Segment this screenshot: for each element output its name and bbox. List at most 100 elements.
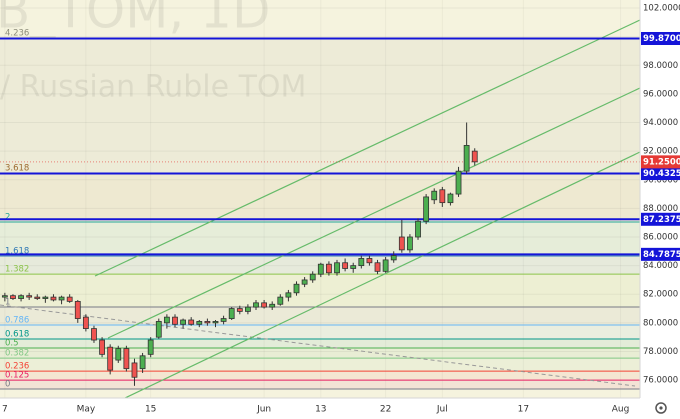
candle-body bbox=[82, 316, 89, 329]
plot-background bbox=[0, 0, 640, 398]
candle-body bbox=[123, 348, 130, 370]
fib-band bbox=[0, 380, 640, 389]
fib-band bbox=[0, 38, 640, 174]
candle-body bbox=[139, 355, 146, 370]
level-label: 87.2375 bbox=[643, 215, 680, 225]
x-tick-label: May bbox=[77, 405, 96, 415]
fib-band bbox=[0, 274, 640, 307]
axes: 76.0000 78.0000 80.0000 82.0000 84.0000 86.00… bbox=[2, 4, 680, 415]
y-tick-label: 88.0000 bbox=[643, 204, 678, 214]
level-label-box bbox=[641, 31, 680, 45]
candle-body bbox=[26, 295, 33, 298]
last-price-box bbox=[641, 155, 680, 169]
y-tick-label: 82.0000 bbox=[643, 290, 678, 300]
candle-body bbox=[269, 303, 276, 308]
candle-body bbox=[317, 263, 324, 275]
candle-body bbox=[407, 236, 413, 251]
last-price-label: 91.2500 bbox=[643, 157, 680, 167]
channel-upper bbox=[94, 19, 641, 277]
y-tick-label: 78.0000 bbox=[643, 347, 678, 357]
y-tick-label: 76.0000 bbox=[643, 376, 678, 386]
candle-body bbox=[107, 346, 114, 371]
settings-button[interactable] bbox=[655, 402, 667, 414]
candle-body bbox=[42, 296, 49, 299]
candle-body bbox=[115, 348, 122, 361]
candle-body bbox=[131, 362, 138, 378]
channel-middle bbox=[107, 87, 641, 339]
x-tick-label: 22 bbox=[380, 405, 391, 415]
level-label-box bbox=[641, 247, 680, 261]
candle-body bbox=[309, 273, 316, 281]
fib-band bbox=[0, 173, 640, 222]
candle-body bbox=[398, 236, 405, 251]
candle-body bbox=[180, 319, 186, 325]
fib-label: 1.382 bbox=[5, 265, 29, 275]
candle-body bbox=[350, 265, 357, 269]
fib-bands bbox=[0, 38, 640, 389]
candle-body bbox=[228, 308, 235, 319]
candle-body bbox=[244, 306, 251, 312]
fib-label: 2 bbox=[5, 212, 10, 222]
fib-label: 0.5 bbox=[5, 339, 19, 349]
fib-label: 3.618 bbox=[5, 164, 29, 174]
candle-body bbox=[147, 339, 154, 355]
watermark-symbol: B_TOM, 1D bbox=[0, 0, 270, 40]
x-tick-label: Jul bbox=[436, 405, 448, 415]
candle-body bbox=[342, 262, 349, 269]
candle-body bbox=[1, 295, 8, 298]
time-axis bbox=[0, 398, 640, 419]
x-tick-label: 17 bbox=[518, 405, 529, 415]
level-label-box bbox=[641, 167, 680, 181]
channel-lower bbox=[124, 151, 641, 399]
fib-label: 0.618 bbox=[5, 330, 29, 340]
candle-body bbox=[277, 296, 284, 305]
candle-body bbox=[50, 296, 57, 301]
candle-body bbox=[261, 302, 268, 308]
price-axis bbox=[640, 0, 680, 419]
candle-body bbox=[301, 279, 308, 285]
candle-body bbox=[91, 328, 97, 341]
fib-band bbox=[0, 358, 640, 372]
gear-center[interactable] bbox=[659, 406, 663, 410]
fib-label: 0.382 bbox=[5, 349, 29, 359]
x-tick-label: 13 bbox=[315, 405, 326, 415]
trend-line bbox=[0, 304, 636, 387]
level-label-box bbox=[641, 212, 680, 226]
candle-body bbox=[212, 321, 219, 324]
fib-label: 0.236 bbox=[5, 362, 29, 372]
candle-body bbox=[155, 321, 162, 338]
y-tick-label: 94.0000 bbox=[643, 118, 678, 128]
candle-body bbox=[220, 318, 227, 322]
level-label: 99.8700 bbox=[643, 34, 680, 44]
candle-body bbox=[74, 300, 81, 319]
candle-body bbox=[253, 302, 259, 308]
y-tick-label: 84.0000 bbox=[643, 261, 678, 271]
candle-body bbox=[382, 259, 389, 272]
candle-body bbox=[293, 283, 300, 294]
candle-body bbox=[34, 296, 41, 299]
x-tick-label: Jun bbox=[256, 405, 271, 415]
candle-body bbox=[439, 189, 446, 204]
candle-body bbox=[58, 296, 65, 301]
fib-label: 4.236 bbox=[5, 29, 29, 39]
candle-body bbox=[415, 220, 421, 238]
candle-body bbox=[188, 319, 195, 325]
fib-band bbox=[0, 306, 640, 326]
x-tick-label: 7 bbox=[2, 405, 8, 415]
fib-label: 0.786 bbox=[5, 316, 29, 326]
watermark-description: / Russian Ruble TOM bbox=[0, 70, 306, 105]
fib-label: 1 bbox=[5, 297, 10, 307]
candle-body bbox=[447, 193, 454, 204]
y-tick-label: 80.0000 bbox=[643, 318, 678, 328]
gear-icon[interactable] bbox=[655, 402, 667, 414]
fib-label: 0 bbox=[5, 379, 10, 389]
y-tick-label: 86.0000 bbox=[643, 232, 678, 242]
candle-body bbox=[471, 150, 478, 163]
candle-body bbox=[18, 295, 24, 299]
y-tick-label: 96.0000 bbox=[643, 89, 678, 99]
candle-body bbox=[99, 339, 105, 355]
levels bbox=[0, 37, 640, 256]
candle-body bbox=[366, 258, 373, 264]
x-tick-label: 15 bbox=[145, 405, 156, 415]
